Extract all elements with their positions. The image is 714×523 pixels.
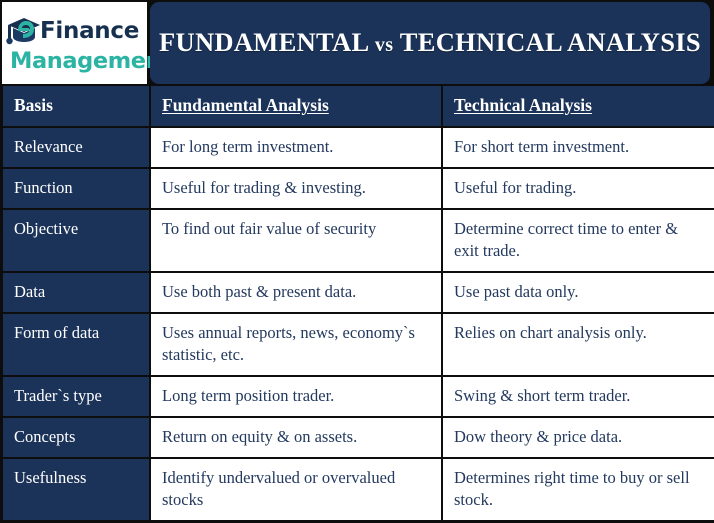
row-value-technical: For short term investment. (443, 128, 714, 168)
row-value-technical: Determines right time to buy or sell sto… (443, 458, 714, 520)
row-label: Trader`s type (3, 376, 149, 416)
table-row: Relevance For long term investment. For … (3, 128, 714, 168)
header-band: Finance Management FUNDAMENTAL vs TECHNI… (0, 0, 714, 84)
page-title: FUNDAMENTAL vs TECHNICAL ANALYSIS (151, 27, 709, 58)
table-row: Objective To find out fair value of secu… (3, 210, 714, 272)
logo-word-finance: Finance (40, 17, 139, 44)
row-label: Form of data (3, 313, 149, 375)
row-value-technical: Determine correct time to enter & exit t… (443, 210, 714, 272)
row-label: Usefulness (3, 458, 149, 520)
row-value-fundamental: To find out fair value of security (151, 210, 441, 272)
row-value-fundamental: Useful for trading & investing. (151, 169, 441, 209)
table-row: Function Useful for trading & investing.… (3, 169, 714, 209)
table-row: Trader`s type Long term position trader.… (3, 376, 714, 416)
row-value-technical: Use past data only. (443, 273, 714, 312)
row-label: Concepts (3, 417, 149, 457)
row-value-fundamental: For long term investment. (151, 128, 441, 168)
table-header-row: Basis Fundamental Analysis Technical Ana… (3, 86, 714, 127)
row-value-fundamental: Return on equity & on assets. (151, 417, 441, 457)
title-part-technical: TECHNICAL ANALYSIS (399, 27, 701, 58)
row-label: Data (3, 273, 149, 312)
row-value-technical: Useful for trading. (443, 169, 714, 209)
title-vs: vs (374, 34, 394, 57)
row-value-fundamental: Long term position trader. (151, 376, 441, 416)
title-part-fundamental: FUNDAMENTAL (159, 27, 368, 58)
graduation-cap-icon (4, 14, 44, 48)
column-header-basis: Basis (3, 86, 149, 127)
table-row: Data Use both past & present data. Use p… (3, 273, 714, 312)
table-row: Form of data Uses annual reports, news, … (3, 313, 714, 375)
row-value-technical: Relies on chart analysis only. (443, 313, 714, 375)
comparison-table: Basis Fundamental Analysis Technical Ana… (0, 84, 714, 523)
row-label: Objective (3, 210, 149, 272)
table-row: Usefulness Identify undervalued or overv… (3, 458, 714, 520)
table-row: Concepts Return on equity & on assets. D… (3, 417, 714, 457)
row-value-fundamental: Uses annual reports, news, economy`s sta… (151, 313, 441, 375)
row-value-fundamental: Use both past & present data. (151, 273, 441, 312)
column-header-fundamental: Fundamental Analysis (151, 86, 441, 127)
logo-first-line: Finance (4, 13, 147, 49)
title-banner: FUNDAMENTAL vs TECHNICAL ANALYSIS (150, 2, 710, 84)
row-value-technical: Swing & short term trader. (443, 376, 714, 416)
row-label: Relevance (3, 128, 149, 168)
row-value-technical: Dow theory & price data. (443, 417, 714, 457)
row-label: Function (3, 169, 149, 209)
column-header-technical: Technical Analysis (443, 86, 714, 127)
logo-word-management: Management (10, 48, 172, 75)
brand-logo[interactable]: Finance Management (2, 2, 172, 84)
row-value-fundamental: Identify undervalued or overvalued stock… (151, 458, 441, 520)
